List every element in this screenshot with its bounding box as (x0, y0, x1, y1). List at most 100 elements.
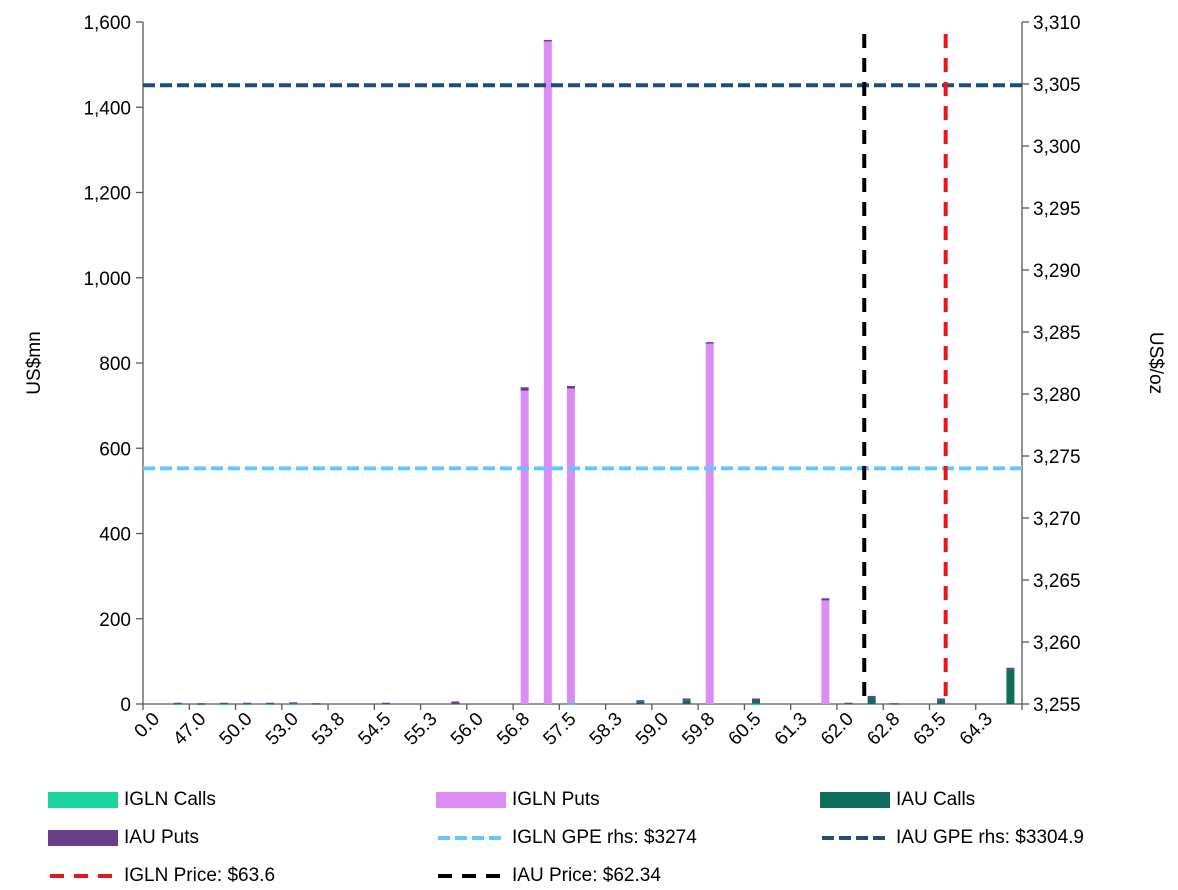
bar-iau-puts (243, 702, 252, 705)
bar-iau-puts (289, 702, 298, 704)
bar-igln-calls (751, 703, 760, 706)
legend-label: IGLN Puts (512, 789, 600, 810)
bar-iau-calls (1006, 669, 1015, 704)
bar-igln-calls (219, 703, 228, 706)
legend-item: IAU Price: $62.34 (436, 865, 661, 887)
bar-igln-puts (821, 600, 830, 704)
x-tick-label: 64.3 (956, 709, 997, 750)
legend-label: IGLN Calls (124, 789, 216, 810)
bar-iau-calls (636, 701, 645, 704)
legend-label: IGLN GPE rhs: $3274 (512, 827, 697, 848)
bar-iau-puts (219, 702, 228, 705)
x-tick-label: 54.5 (354, 709, 395, 750)
bar-iau-puts (705, 342, 714, 344)
legend-swatch (820, 827, 890, 849)
legend-label: IGLN Price: $63.6 (124, 865, 276, 886)
reference-lines-layer (143, 34, 1022, 704)
bar-iau-puts (266, 702, 275, 705)
y2-tick-label: 3,290 (1033, 261, 1081, 282)
bar-igln-calls (566, 703, 575, 705)
x-tick-label: 59.8 (678, 709, 719, 750)
y-axis-title: US$mn (24, 331, 45, 394)
bar-igln-calls (243, 703, 252, 706)
x-tick-label: 53.8 (308, 709, 349, 750)
x-tick-label: 61.3 (771, 709, 812, 750)
axes-layer (136, 21, 1029, 710)
legend-item: IGLN Price: $63.6 (48, 865, 275, 887)
y-tick-label: 400 (99, 525, 131, 546)
x-tick-label: 0.0 (131, 709, 165, 743)
bar-igln-puts (520, 390, 529, 704)
legend-item: IGLN GPE rhs: $3274 (436, 827, 697, 849)
x-tick-label: 63.5 (910, 709, 951, 750)
bar-iau-calls (751, 701, 760, 704)
y2-tick-label: 3,265 (1033, 571, 1081, 592)
bar-igln-calls (289, 703, 298, 706)
y-tick-label: 0 (120, 695, 131, 716)
x-tick-label: 47.0 (169, 709, 210, 750)
legend-item: IGLN Puts (436, 789, 600, 811)
y2-tick-label: 3,275 (1033, 447, 1081, 468)
y2-tick-label: 3,270 (1033, 509, 1081, 530)
legend-swatch (436, 865, 506, 887)
legend-label: IAU Puts (124, 827, 199, 848)
legend-swatch (48, 789, 118, 811)
y2-tick-label: 3,310 (1033, 13, 1081, 34)
legend: IGLN Calls IGLN Puts IAU Calls IAU Puts IGLN… (0, 785, 1178, 890)
y2-tick-label: 3,255 (1033, 695, 1081, 716)
bar-iau-puts (196, 703, 205, 705)
tick-labels-layer: 0 200 400 600 800 1,000 1,200 1,400 1,600 3,255 3,… (24, 13, 1166, 750)
legend-swatch (48, 827, 118, 849)
bar-iau-puts (566, 386, 575, 389)
bar-iau-puts (751, 698, 760, 702)
bar-iau-puts (867, 695, 876, 699)
y-tick-label: 1,600 (83, 13, 131, 34)
y-tick-label: 1,000 (83, 269, 131, 290)
y-tick-label: 1,200 (83, 184, 131, 205)
bar-iau-puts (636, 700, 645, 702)
y-tick-label: 1,400 (83, 98, 131, 119)
x-tick-label: 62.0 (817, 709, 858, 750)
bar-iau-puts (543, 39, 552, 42)
x-tick-label: 57.5 (539, 709, 580, 750)
x-tick-label: 53.0 (262, 709, 303, 750)
legend-item: IAU Puts (48, 827, 199, 849)
bar-iau-puts (844, 702, 853, 705)
bar-iau-puts (821, 598, 830, 601)
bar-iau-puts (520, 387, 529, 391)
x-tick-label: 56.0 (447, 709, 488, 750)
bar-igln-puts (566, 388, 575, 704)
legend-item: IGLN Calls (48, 789, 216, 811)
bar-iau-calls (682, 700, 691, 704)
legend-swatch (48, 865, 118, 887)
legend-label: IAU Price: $62.34 (512, 865, 661, 886)
x-tick-label: 55.3 (401, 709, 442, 750)
options-chart: 0 200 400 600 800 1,000 1,200 1,400 1,600 3,255 3,… (24, 13, 1166, 750)
legend-item: IAU GPE rhs: $3304.9 (820, 827, 1084, 849)
y2-tick-label: 3,260 (1033, 633, 1081, 654)
y2-axis-title: US$/oz (1145, 332, 1166, 394)
bar-iau-puts (1006, 667, 1015, 670)
x-tick-label: 58.3 (586, 709, 627, 750)
bar-igln-puts (543, 41, 552, 704)
bar-igln-calls (173, 703, 182, 706)
bar-igln-puts (705, 343, 714, 704)
x-tick-label: 60.5 (725, 709, 766, 750)
bar-iau-puts (937, 698, 946, 701)
bar-iau-calls (937, 700, 946, 704)
y2-tick-label: 3,300 (1033, 137, 1081, 158)
bar-iau-puts (381, 702, 390, 705)
x-tick-label: 62.8 (863, 709, 904, 750)
bar-igln-calls (266, 703, 275, 706)
bar-iau-puts (451, 701, 460, 704)
legend-swatch (436, 827, 506, 849)
x-tick-label: 56.8 (493, 709, 534, 750)
y2-tick-label: 3,305 (1033, 75, 1081, 96)
y-tick-label: 800 (99, 354, 131, 375)
y-tick-label: 600 (99, 439, 131, 460)
y2-tick-label: 3,280 (1033, 385, 1081, 406)
bar-iau-puts (890, 703, 899, 705)
legend-label: IAU GPE rhs: $3304.9 (896, 827, 1084, 848)
bars-layer (173, 39, 1015, 706)
bar-iau-calls (867, 698, 876, 704)
